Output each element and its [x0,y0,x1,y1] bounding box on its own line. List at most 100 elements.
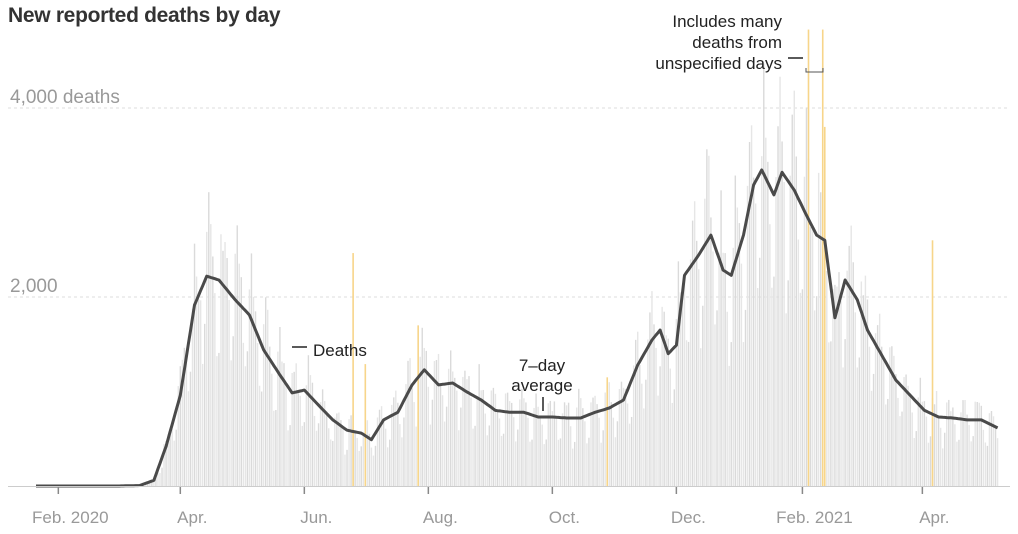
daily-bar [480,390,482,486]
daily-bar [309,375,312,486]
daily-bar [889,347,891,486]
daily-bar [419,356,421,486]
daily-bar [502,433,505,486]
daily-bar [866,299,869,486]
daily-bar [718,252,720,486]
daily-bar [978,402,980,486]
seven-day-average-line [36,168,999,488]
daily-bar [948,399,950,486]
daily-bar [403,417,405,486]
daily-bar [594,395,596,486]
daily-bar [334,417,336,486]
daily-bar [197,299,200,486]
daily-bar [895,374,897,486]
daily-bar [159,473,161,486]
daily-bar [950,411,952,486]
daily-bar [954,424,956,486]
daily-bar [368,433,371,486]
daily-bar [147,483,149,486]
daily-bar [458,430,460,486]
daily-bar [763,63,765,486]
daily-bar [820,192,822,486]
daily-bar [157,469,159,486]
daily-bar [380,406,383,486]
daily-bar [445,406,448,486]
daily-bar [730,342,732,486]
daily-bar [600,442,602,486]
daily-bar [864,275,867,486]
daily-bar [710,217,712,486]
daily-bar [946,402,948,486]
daily-bar [797,239,800,486]
unspecified-day-bar [823,126,826,487]
daily-bar [643,408,645,486]
daily-bar [661,306,663,486]
daily-bar [165,441,167,486]
daily-bar [921,401,924,486]
daily-bar [622,387,625,486]
unspecified-day-bar [352,253,354,486]
daily-bar [279,326,281,486]
daily-bar [750,125,753,486]
daily-bar [151,479,153,486]
daily-bar [508,401,511,486]
daily-bar [771,287,773,486]
daily-bar [210,224,212,487]
daily-bar [234,253,236,486]
daily-bar [362,432,364,486]
daily-bar [389,439,391,486]
daily-bar [405,384,407,486]
daily-bar [590,402,592,486]
daily-bar [395,390,397,486]
daily-bar [281,361,283,486]
daily-bar [683,279,686,486]
daily-bar [728,365,730,486]
daily-bar [887,398,889,486]
spike-note-line2: deaths from [692,33,782,52]
daily-bar [628,423,631,486]
daily-bar [409,358,411,486]
daily-bar [645,379,647,486]
daily-bar [732,247,734,486]
daily-bar [315,430,318,486]
daily-bar [439,383,442,486]
daily-bar [637,331,639,486]
daily-bar [856,367,858,486]
daily-bar [169,432,171,486]
daily-bar [535,393,537,486]
daily-bar [639,365,641,486]
daily-bar [679,292,682,486]
daily-bar [307,355,310,486]
daily-bar [970,441,972,486]
daily-bar [840,301,842,486]
daily-bar [773,276,775,486]
daily-bar [885,404,887,486]
daily-bar [813,310,816,486]
daily-bar [519,399,521,486]
unspecified-day-bar [417,325,419,486]
daily-bar [267,309,269,486]
daily-bar [765,137,767,486]
daily-bar [576,407,578,486]
daily-bar [716,310,718,486]
daily-bar [893,355,895,486]
daily-bar [350,415,352,486]
daily-bar [496,411,499,486]
daily-bar [220,234,222,486]
daily-bar [915,431,917,486]
daily-bar [698,269,700,486]
daily-bar [397,402,399,486]
daily-bar [626,403,629,486]
daily-bar [935,391,938,486]
daily-bar [982,429,985,486]
daily-bar [344,454,346,486]
daily-bar [460,407,462,486]
daily-bar [191,308,194,486]
daily-bar [826,271,828,486]
daily-bar [966,414,968,486]
daily-bar [452,371,454,486]
x-tick-label: Oct. [549,508,580,527]
daily-bar [722,252,724,486]
daily-bar [734,175,737,486]
daily-bar [181,359,184,486]
